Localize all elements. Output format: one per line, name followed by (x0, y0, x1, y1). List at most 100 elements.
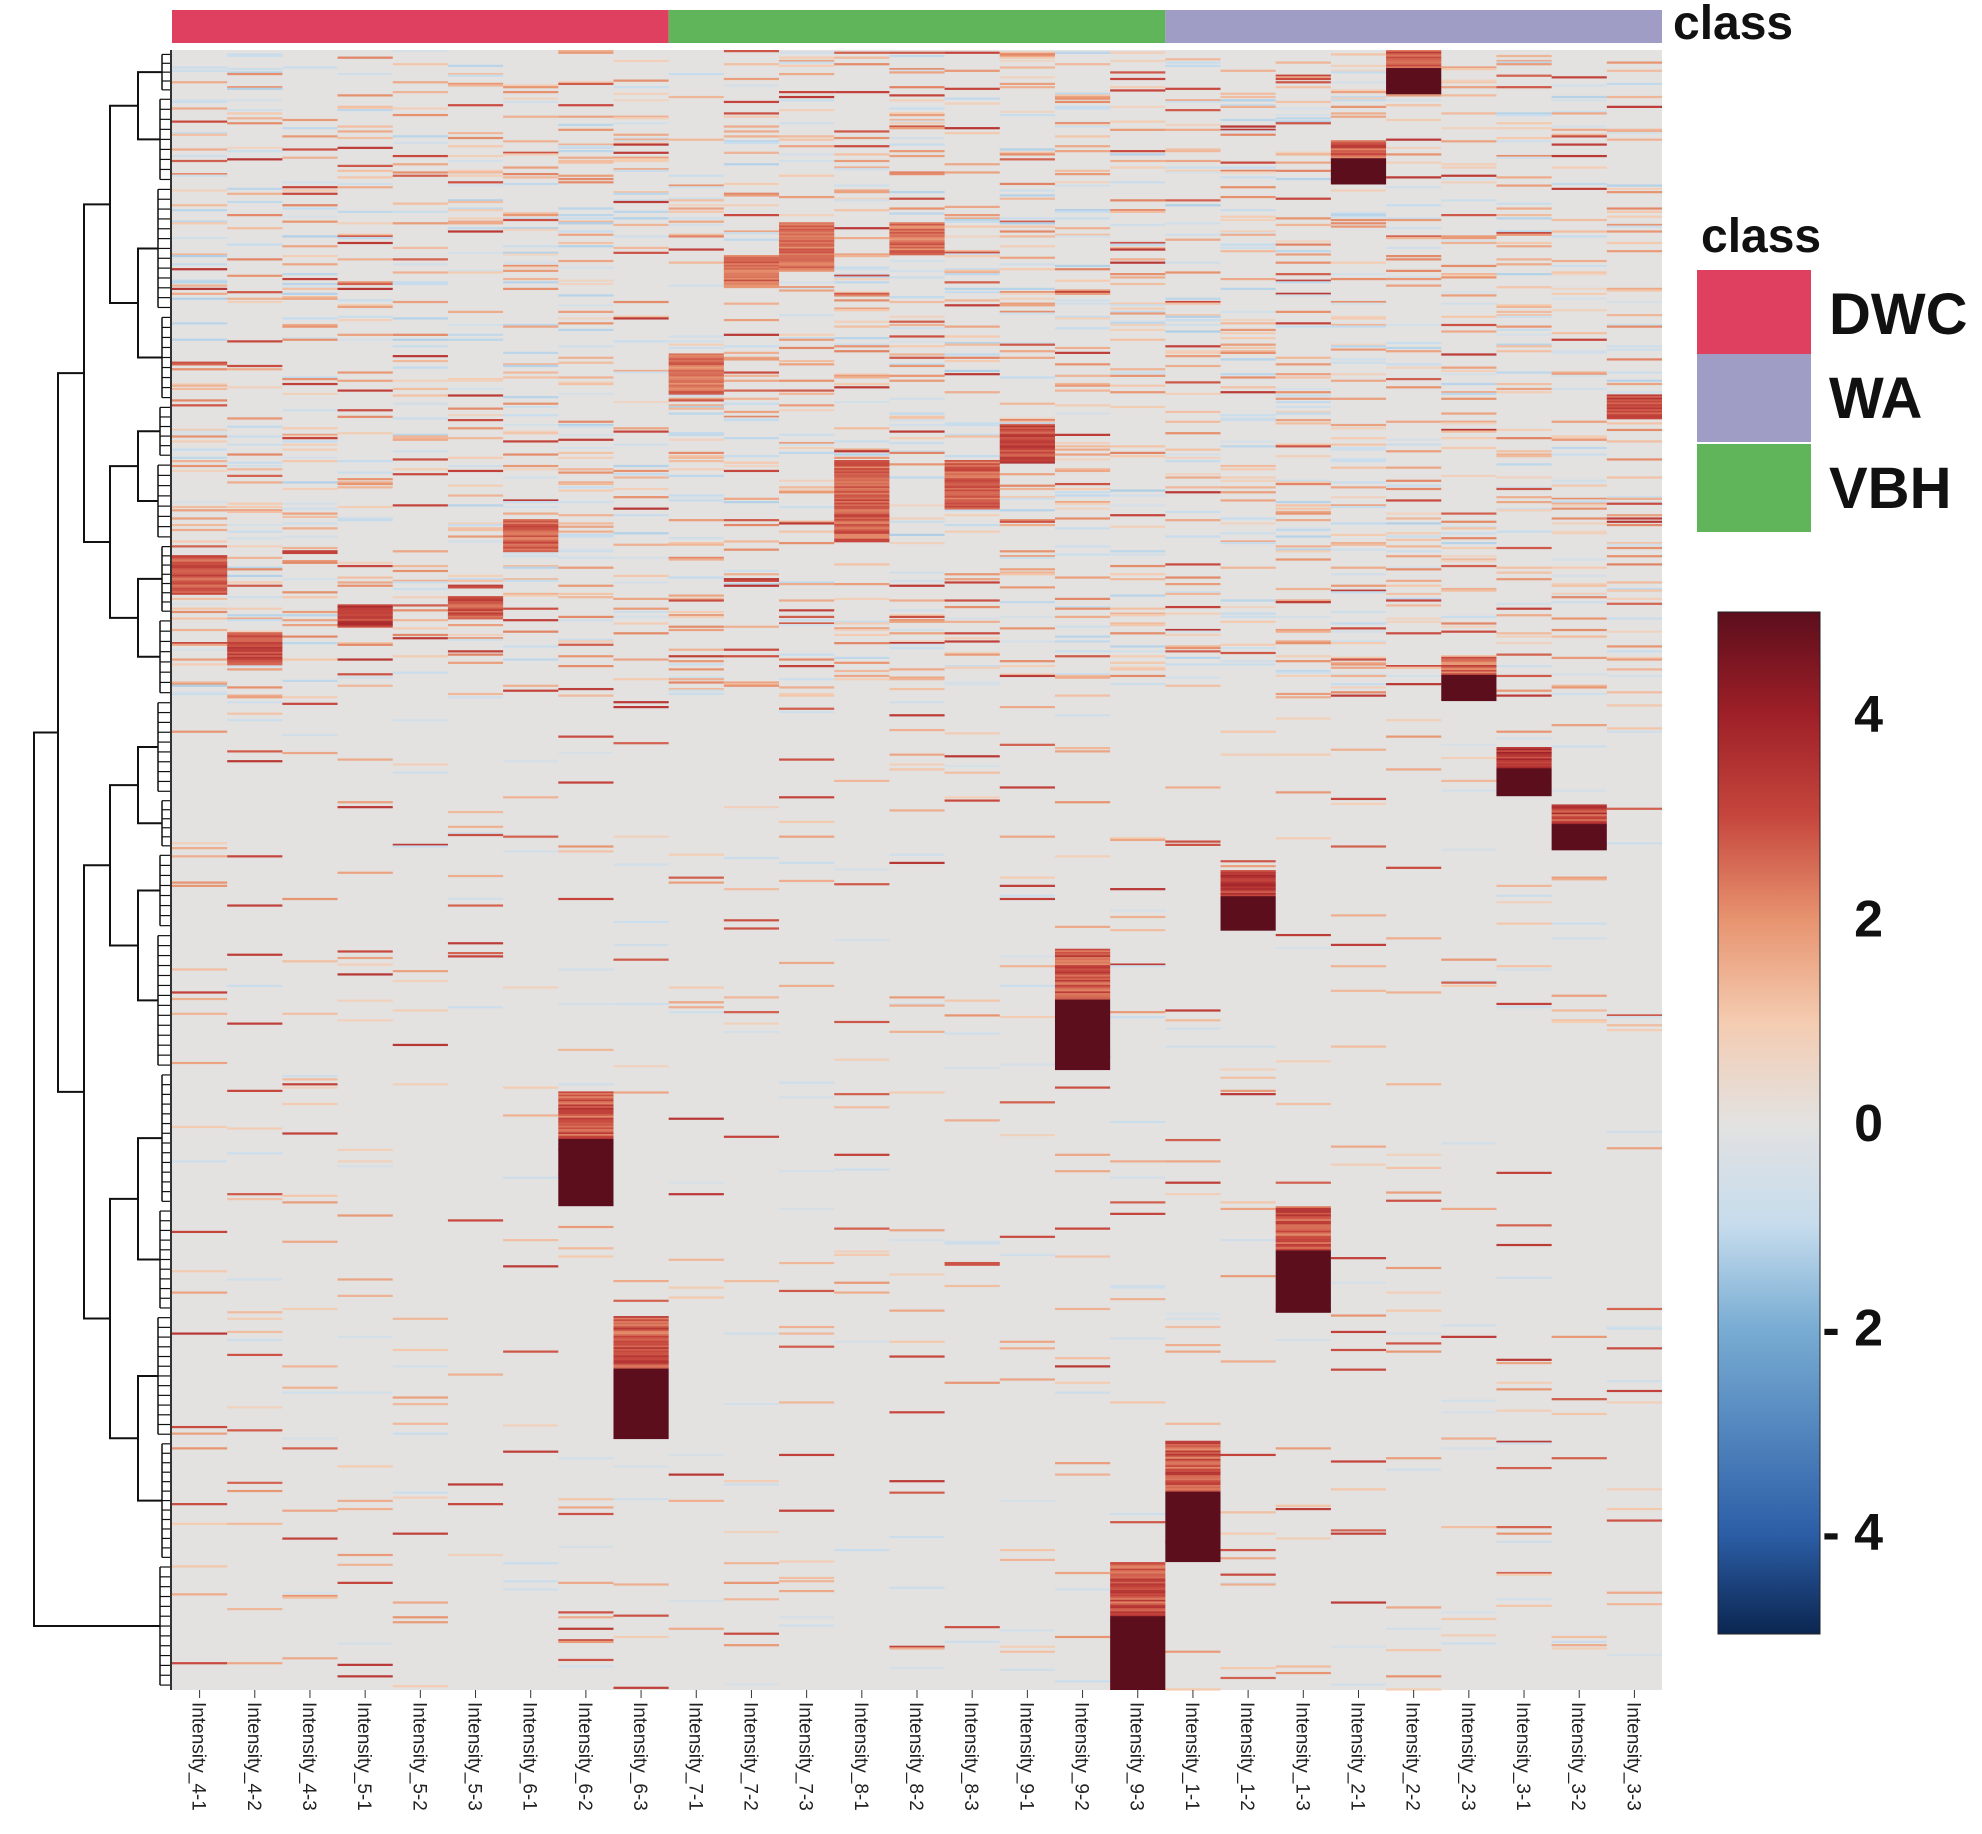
heatmap-cell (944, 771, 1000, 774)
heatmap-cell (1054, 92, 1111, 95)
heatmap-cell (1606, 1519, 1662, 1522)
heatmap-cell (558, 279, 614, 282)
heatmap-block-cell (668, 364, 724, 367)
heatmap-cell (392, 387, 448, 391)
heatmap-cell (944, 765, 1000, 768)
heatmap-cell (1054, 181, 1111, 184)
heatmap-cell (172, 404, 228, 407)
heatmap-cell (337, 1165, 393, 1168)
heatmap-cell (779, 153, 835, 156)
heatmap-cell (1496, 136, 1552, 140)
heatmap-block-cell (834, 537, 890, 540)
heatmap-cell (282, 263, 338, 266)
heatmap-cell (723, 540, 780, 543)
heatmap-cell (1496, 674, 1552, 678)
heatmap-block-cell (1441, 669, 1497, 672)
heatmap-block-cell (1054, 963, 1111, 966)
heatmap-cell (337, 164, 393, 168)
heatmap-cell (889, 276, 945, 279)
heatmap-cell (889, 173, 945, 176)
heatmap-cell (1441, 1335, 1497, 1338)
heatmap-block-cell (337, 625, 393, 628)
heatmap-cell (447, 484, 504, 487)
column-label: Intensity_5-2 (408, 1702, 429, 1811)
heatmap-cell (1606, 502, 1662, 505)
heatmap-cell (1165, 238, 1221, 241)
heatmap-cell (227, 54, 283, 58)
heatmap-cell (503, 592, 559, 596)
heatmap-cell (613, 340, 669, 343)
heatmap-cell (779, 1401, 835, 1404)
heatmap-cell (1386, 269, 1442, 272)
heatmap-cell (1551, 371, 1607, 374)
heatmap-cell (227, 712, 283, 715)
heatmap-cell (558, 438, 614, 441)
heatmap-cell (172, 222, 228, 225)
heatmap-cell (999, 51, 1055, 54)
heatmap-cell (613, 427, 669, 430)
heatmap-cell (1441, 1447, 1497, 1450)
heatmap-block-cell (944, 501, 1000, 503)
heatmap-block-cell (227, 658, 283, 661)
heatmap-cell (1496, 1526, 1552, 1529)
heatmap-cell (999, 235, 1055, 238)
heatmap-cell (834, 199, 890, 202)
heatmap-cell (337, 519, 393, 522)
heatmap-cell (1165, 676, 1221, 679)
heatmap-cell (723, 374, 780, 377)
heatmap-block-cell (503, 523, 559, 526)
heatmap-cell (1330, 273, 1387, 276)
heatmap-block-cell (1606, 400, 1662, 403)
heatmap-cell (613, 469, 669, 473)
heatmap-cell (1496, 496, 1552, 499)
heatmap-block-cell (1275, 1211, 1331, 1214)
heatmap-cell (1551, 656, 1607, 660)
heatmap-cell (1220, 351, 1276, 354)
heatmap-cell (558, 615, 614, 619)
heatmap-cell (392, 171, 448, 174)
heatmap-cell (503, 1588, 559, 1591)
heatmap-cell (834, 427, 890, 430)
heatmap-cell (282, 1194, 338, 1197)
heatmap-cell (944, 281, 1000, 284)
heatmap-cell (1606, 1380, 1662, 1383)
heatmap-cell (1110, 550, 1166, 553)
heatmap-cell (447, 574, 504, 578)
heatmap-cell (999, 197, 1055, 200)
heatmap-cell (392, 1496, 448, 1499)
heatmap-cell (503, 269, 559, 272)
heatmap-block-cell (779, 227, 835, 230)
heatmap-cell (1110, 494, 1166, 497)
heatmap-cell (834, 189, 890, 192)
heatmap-cell (889, 1091, 945, 1094)
heatmap-cell (172, 1291, 228, 1294)
heatmap-cell (1165, 591, 1221, 594)
heatmap-cell (1441, 369, 1497, 373)
heatmap-cell (1606, 325, 1662, 328)
heatmap-block-cell (1110, 1571, 1166, 1574)
heatmap-cell (779, 653, 835, 656)
heatmap-cell (1110, 1298, 1166, 1301)
heatmap-cell (1496, 273, 1552, 276)
heatmap-block-cell (723, 263, 780, 266)
heatmap-cell (779, 583, 835, 586)
heatmap-cell (1220, 1068, 1276, 1071)
heatmap-block-cell (1275, 1232, 1331, 1235)
heatmap-cell (1496, 884, 1552, 887)
heatmap-cell (779, 1560, 835, 1563)
heatmap-cell (1165, 453, 1221, 456)
heatmap-cell (282, 551, 338, 555)
heatmap-cell (944, 269, 1000, 272)
heatmap-cell (999, 1548, 1055, 1552)
heatmap-cell (999, 568, 1055, 571)
heatmap-cell (723, 163, 780, 166)
heatmap-cell (1220, 660, 1276, 663)
heatmap-block-cell (558, 1125, 614, 1128)
heatmap-block-cell (1110, 1609, 1166, 1612)
heatmap-block-cell (1110, 1604, 1166, 1607)
heatmap-block-cell (1441, 673, 1497, 676)
heatmap-cell (1606, 345, 1662, 348)
heatmap-cell (337, 415, 393, 418)
heatmap-block-cell (1110, 1581, 1166, 1584)
heatmap-cell (1496, 241, 1552, 245)
